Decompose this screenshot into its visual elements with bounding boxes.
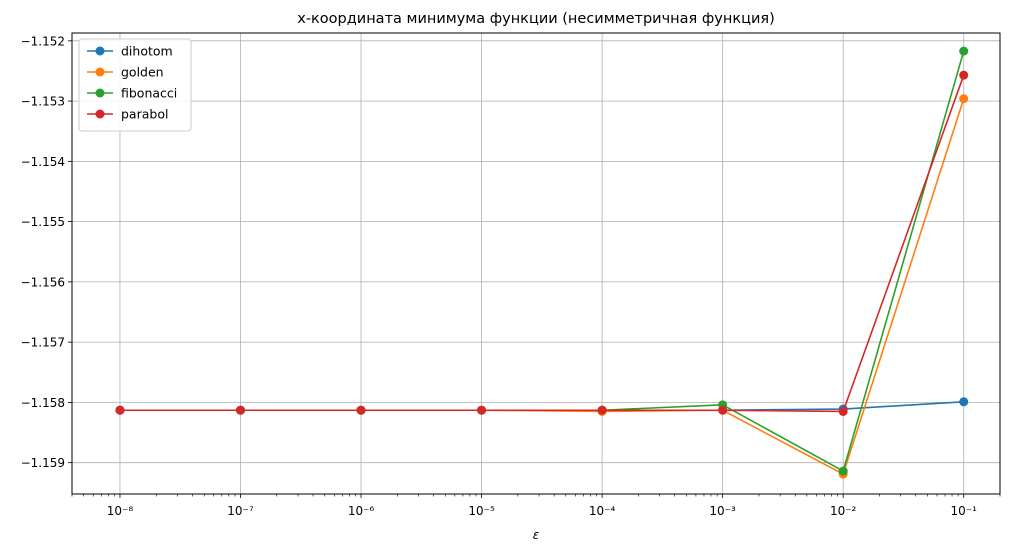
data-point-parabol	[718, 405, 728, 415]
grid	[72, 33, 1000, 494]
series-line-dihotom	[119, 401, 964, 412]
data-point-parabol	[477, 405, 487, 415]
data-point-golden	[959, 94, 969, 104]
legend-label-dihotom: dihotom	[121, 44, 173, 59]
y-tick-label: −1.152	[21, 34, 65, 48]
legend-label-parabol: parabol	[121, 107, 168, 122]
legend-marker-golden	[95, 67, 105, 77]
data-point-parabol	[838, 406, 848, 416]
y-tick-label: −1.154	[21, 155, 65, 169]
legend-marker-parabol	[95, 109, 105, 119]
y-tick-label: −1.153	[21, 95, 65, 109]
y-tick-label: −1.155	[21, 215, 65, 229]
legend-label-fibonacci: fibonacci	[121, 86, 177, 101]
chart-title: x-координата минимума функции (несимметр…	[297, 11, 775, 27]
x-tick-label: 10⁻³	[709, 504, 736, 518]
y-tick-label: −1.157	[21, 336, 65, 350]
x-tick-label: 10⁻⁴	[589, 504, 616, 518]
series-line-parabol	[119, 74, 965, 413]
legend-marker-fibonacci	[95, 88, 105, 98]
x-tick-label: 10⁻¹	[951, 504, 978, 518]
legend-marker-dihotom	[95, 46, 105, 56]
x-axis-label: ε	[533, 528, 540, 542]
legend-box	[78, 38, 192, 132]
data-point-dihotom	[959, 397, 969, 407]
axis-ticks: 10⁻⁸ 10⁻⁷ 10⁻⁶ 10⁻⁵ 10⁻⁴ 10⁻³ 10⁻² 10⁻¹ −1.159 −1…	[21, 34, 1001, 518]
data-point-parabol	[597, 405, 607, 415]
series-line-golden	[119, 98, 965, 475]
data-point-fibonacci	[838, 466, 848, 476]
x-tick-label: 10⁻⁶	[348, 504, 375, 518]
y-tick-label: −1.159	[21, 456, 65, 470]
y-tick-label: −1.158	[21, 396, 65, 410]
data-point-parabol	[356, 405, 366, 415]
data-point-parabol	[115, 405, 125, 415]
x-tick-label: 10⁻⁸	[107, 504, 134, 518]
plot-frame	[71, 32, 1001, 495]
series-layer	[115, 46, 969, 479]
legend-label-golden: golden	[121, 65, 164, 80]
legend: dihotom golden fibonacci parabol	[78, 38, 192, 132]
series-line-fibonacci	[119, 50, 965, 472]
x-tick-label: 10⁻²	[830, 504, 857, 518]
data-point-parabol	[959, 70, 969, 80]
data-point-fibonacci	[959, 46, 969, 56]
x-tick-label: 10⁻⁷	[227, 504, 254, 518]
y-tick-label: −1.156	[21, 275, 65, 289]
data-point-parabol	[236, 405, 246, 415]
x-tick-label: 10⁻⁵	[468, 504, 495, 518]
